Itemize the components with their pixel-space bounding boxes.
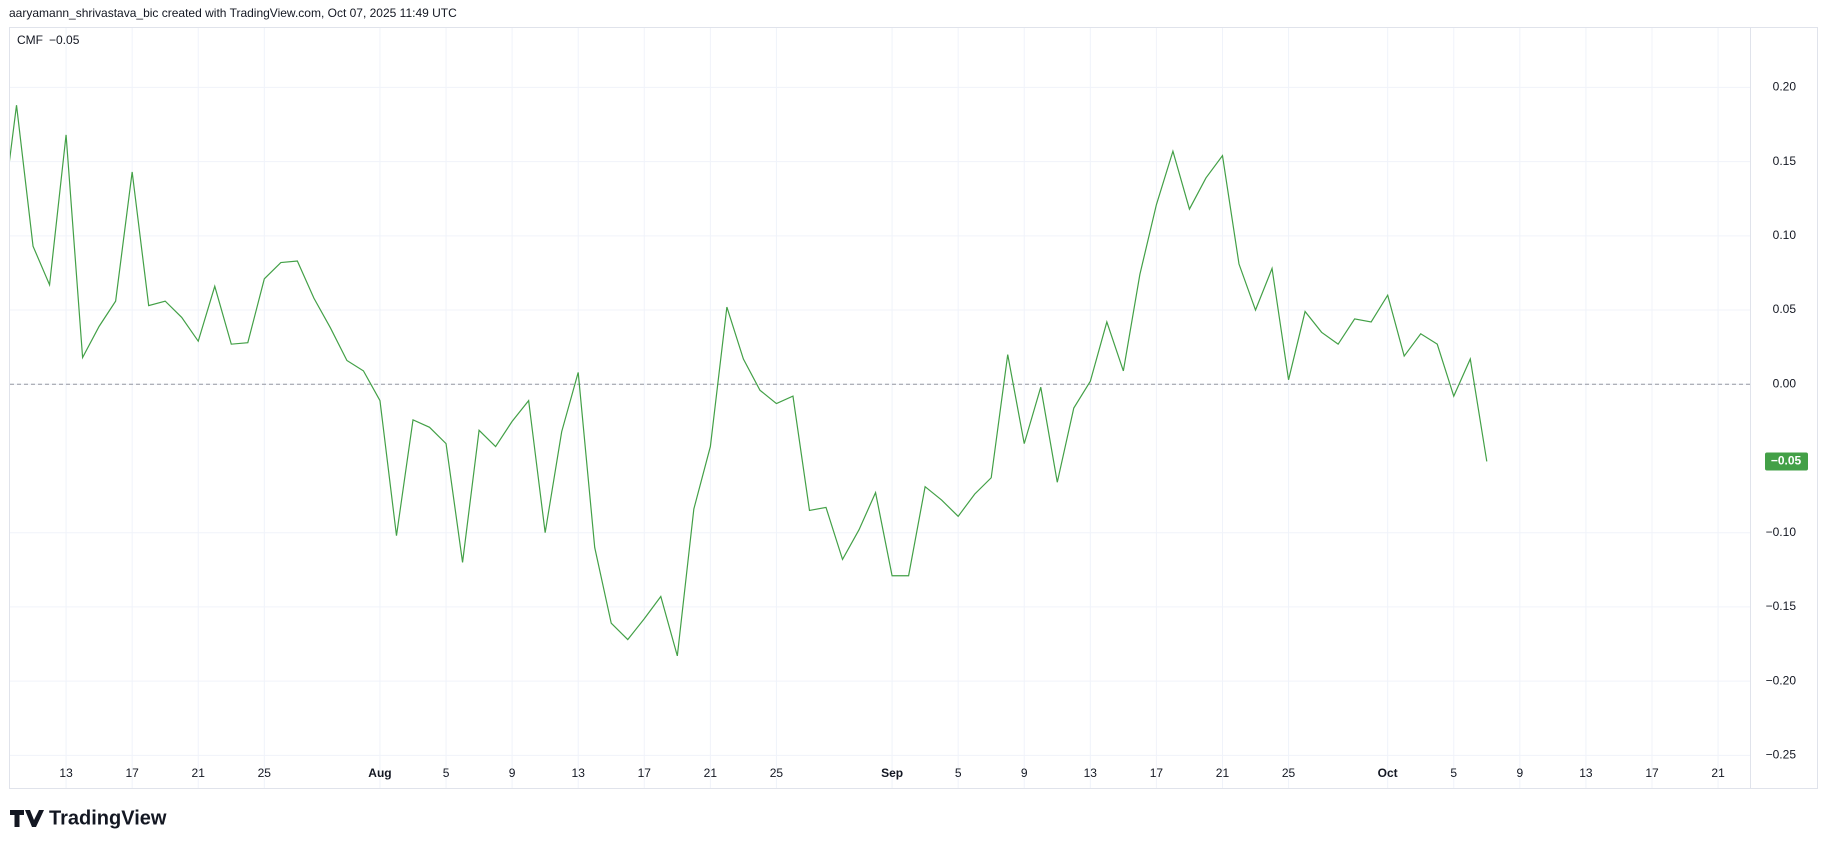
x-tick-label: 17 [1645, 766, 1659, 780]
x-tick-label: 25 [258, 766, 272, 780]
x-tick-label: 9 [1516, 766, 1523, 780]
x-tick-label: 25 [1282, 766, 1296, 780]
x-tick-label: 21 [1711, 766, 1725, 780]
cmf-line [10, 105, 1488, 657]
x-tick-label: 21 [192, 766, 206, 780]
attribution: aaryamann_shrivastava_bic created with T… [9, 6, 457, 20]
y-tick-label: −0.25 [1766, 748, 1797, 762]
x-tick-label: Aug [368, 766, 391, 780]
axes: 0.20 0.15 0.10 0.05 0.00 −0.10 −0.15 −0.20 −0.25… [59, 80, 1808, 780]
x-tick-label: 13 [1084, 766, 1098, 780]
x-tick-label: 17 [125, 766, 139, 780]
last-value-badge [1765, 452, 1808, 471]
y-tick-label: 0.20 [1773, 80, 1797, 94]
x-tick-label: 17 [638, 766, 652, 780]
x-tick-label: 21 [1216, 766, 1230, 780]
x-tick-label: 13 [572, 766, 586, 780]
x-tick-label: Sep [881, 766, 903, 780]
plot [10, 105, 1488, 657]
y-tick-label: 0.15 [1773, 154, 1797, 168]
y-tick-label: 0.10 [1773, 228, 1797, 242]
y-tick-label: 0.00 [1773, 376, 1797, 390]
x-tick-label: 9 [509, 766, 516, 780]
x-tick-label: 13 [59, 766, 73, 780]
footer-logo: TradingView [10, 807, 167, 829]
last-value-label: −0.05 [1771, 454, 1802, 468]
x-tick-label: 25 [770, 766, 784, 780]
logo-text: TradingView [49, 807, 167, 829]
legend-name: CMF [17, 33, 43, 47]
logo-icon [10, 810, 44, 827]
x-tick-label: Oct [1378, 766, 1398, 780]
x-tick-label: 5 [443, 766, 450, 780]
chart-frame [9, 27, 1818, 789]
y-tick-label: −0.10 [1766, 525, 1797, 539]
x-tick-label: 5 [1450, 766, 1457, 780]
y-tick-label: 0.05 [1773, 302, 1797, 316]
x-tick-label: 21 [704, 766, 718, 780]
y-tick-label: −0.20 [1766, 673, 1797, 687]
x-tick-label: 9 [1021, 766, 1028, 780]
y-tick-label: −0.15 [1766, 599, 1797, 613]
legend-value: −0.05 [49, 33, 80, 47]
x-tick-label: 17 [1150, 766, 1164, 780]
x-tick-label: 13 [1579, 766, 1593, 780]
x-tick-label: 5 [955, 766, 962, 780]
grid [10, 28, 1750, 788]
